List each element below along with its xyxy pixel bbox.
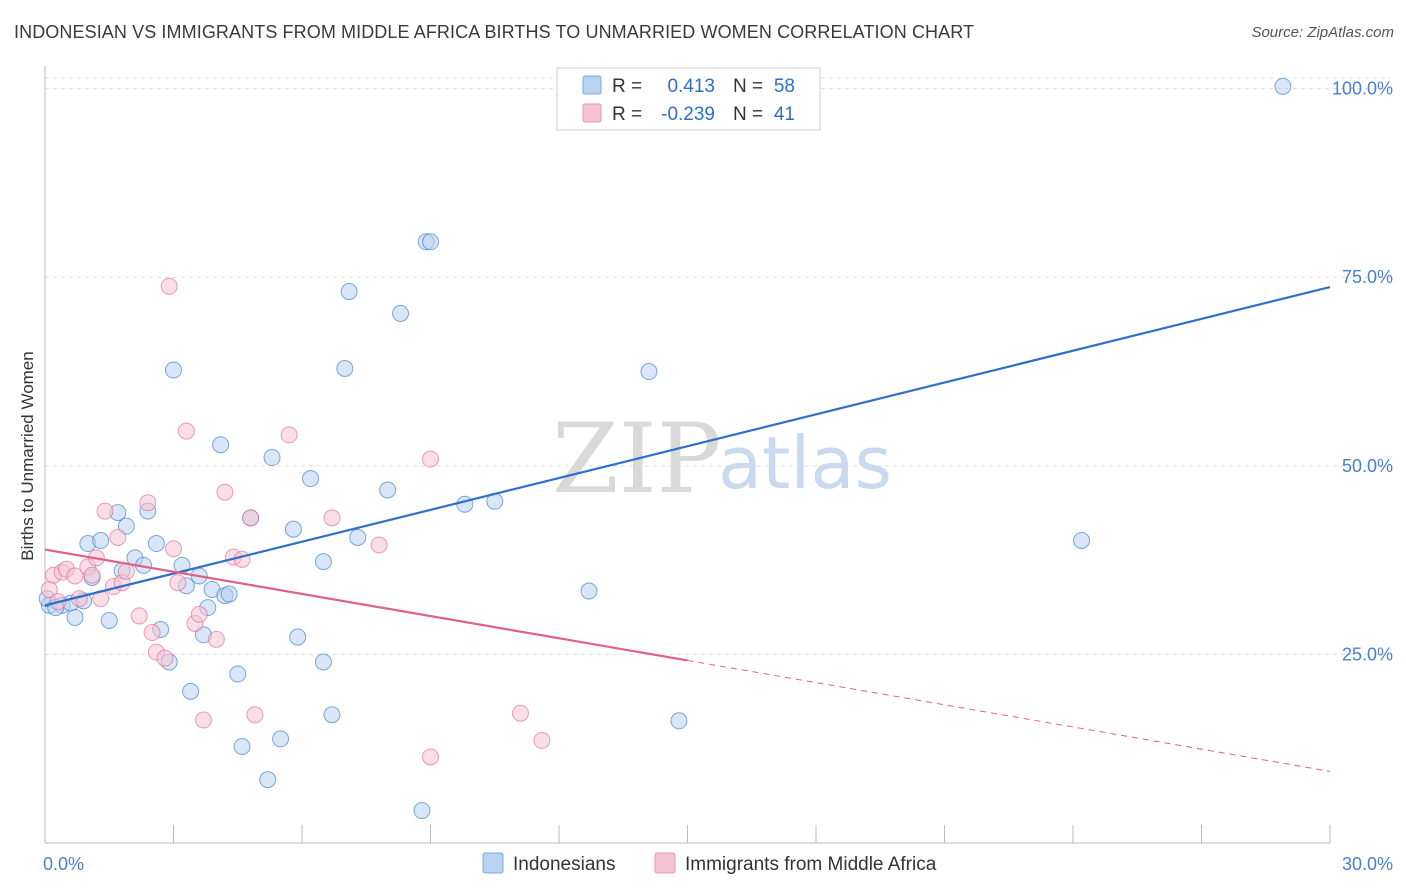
middle-africa-point-34 [280,426,298,444]
indonesian-point-38 [314,553,332,571]
indonesian-point-41 [336,360,354,378]
indonesian-point-18 [165,361,182,379]
indonesian-point-21 [182,682,200,700]
indonesians-trend-line [44,285,1331,607]
middle-africa-point-21 [160,277,178,295]
legend-r-label-2: R = [612,104,642,125]
middle-africa-point-24 [177,422,195,440]
indonesian-point-28 [220,585,238,603]
series-label-middle-africa: Immigrants from Middle Africa [685,854,937,875]
legend-n-value-1: 58 [774,76,795,97]
middle-africa-point-32 [242,509,260,527]
middle-africa-point-40 [533,731,551,749]
middle-africa-point-31 [233,550,251,568]
middle-africa-point-22 [165,540,182,558]
legend-n-value-2: 41 [774,104,795,125]
indonesian-point-51 [580,582,598,600]
y-axis-label: Births to Unmarried Women [18,351,37,560]
x-tick-label-start: 0.0% [43,854,84,874]
indonesian-point-11 [117,517,135,535]
y-tick-label-1: 50.0% [1342,456,1393,476]
middle-africa-point-8 [83,566,101,584]
indonesian-point-49 [456,495,474,513]
legend-swatch-blue [582,75,602,95]
y-tick-label-2: 75.0% [1342,267,1393,287]
middle-africa-point-27 [194,711,212,729]
indonesian-point-29 [229,665,247,683]
y-tick-labels: 25.0% 50.0% 75.0% 100.0% [1332,79,1393,665]
middle-africa-point-26 [190,605,208,623]
middle-africa-point-37 [422,450,439,468]
middle-africa-point-33 [246,706,264,724]
indonesian-point-48 [422,233,439,251]
legend-r-label-1: R = [612,76,642,97]
legend-r-value-1: 0.413 [667,76,715,97]
axes [44,66,1331,844]
legend-n-label-2: N = [733,104,763,125]
middle-africa-point-38 [422,748,439,766]
series-label-indonesians: Indonesians [513,854,615,875]
indonesian-point-42 [340,283,358,301]
middle-africa-point-17 [139,494,157,512]
y-tick-label-0: 25.0% [1342,644,1393,664]
indonesian-point-30 [233,737,251,755]
indonesian-point-32 [259,771,277,789]
series-swatch-middle-africa [654,852,676,874]
middle-africa-point-18 [143,624,161,642]
legend-n-label-1: N = [733,76,763,97]
middle-africa-point-15 [117,562,135,580]
middle-africa-point-20 [156,649,174,667]
legend-swatch-pink [582,103,602,123]
indonesian-point-44 [379,481,397,499]
y-tick-label-3: 100.0% [1332,79,1393,99]
middle-africa-point-23 [169,574,187,592]
indonesian-point-45 [392,304,410,322]
x-tick-label-end: 30.0% [1342,854,1393,874]
indonesian-point-46 [413,802,431,820]
watermark: ZIP atlas [552,403,892,515]
middle-africa-point-13 [109,528,127,546]
indonesian-point-33 [263,449,281,467]
series-swatch-indonesians [482,852,504,874]
indonesian-point-55 [1274,77,1292,95]
indonesian-point-35 [284,520,302,538]
source-credit: Source: ZipAtlas.com [1251,24,1394,41]
trend-lines [44,285,1331,772]
indonesian-point-40 [323,706,341,724]
middle-africa-point-5 [66,567,84,585]
indonesian-point-8 [100,611,118,629]
middle-africa-point-36 [370,536,388,554]
middle-africa-point-29 [216,483,234,501]
x-tick-labels: 0.0% 30.0% [43,854,1393,874]
middle-africa-point-11 [96,502,114,520]
middle-africa-point-39 [511,704,529,722]
indonesian-point-3 [66,608,84,626]
legend-r-value-2: -0.239 [661,104,715,125]
grid-lines [45,77,1390,655]
correlation-legend: R = 0.413 N = 58 R = -0.239 N = 41 [556,67,821,131]
middle-africa-trend-line-solid [44,548,688,662]
indonesian-point-43 [349,528,367,546]
indonesian-point-39 [314,653,332,671]
indonesian-point-52 [640,363,658,381]
middle-africa-trend-line-dashed [687,659,1331,772]
series-legend: Indonesians Immigrants from Middle Afric… [482,852,937,875]
indonesian-point-36 [289,628,307,646]
indonesian-point-7 [92,531,110,549]
indonesian-point-37 [302,470,320,488]
indonesian-point-34 [272,730,290,748]
indonesian-point-54 [1073,531,1091,549]
chart-title: INDONESIAN VS IMMIGRANTS FROM MIDDLE AFR… [14,22,975,42]
middle-africa-point-35 [323,509,341,527]
indonesian-point-15 [147,535,165,553]
middle-africa-point-16 [130,607,148,625]
middle-africa-point-28 [207,630,225,648]
indonesian-point-26 [212,436,230,454]
indonesian-point-53 [670,712,688,730]
watermark-atlas: atlas [718,421,892,505]
